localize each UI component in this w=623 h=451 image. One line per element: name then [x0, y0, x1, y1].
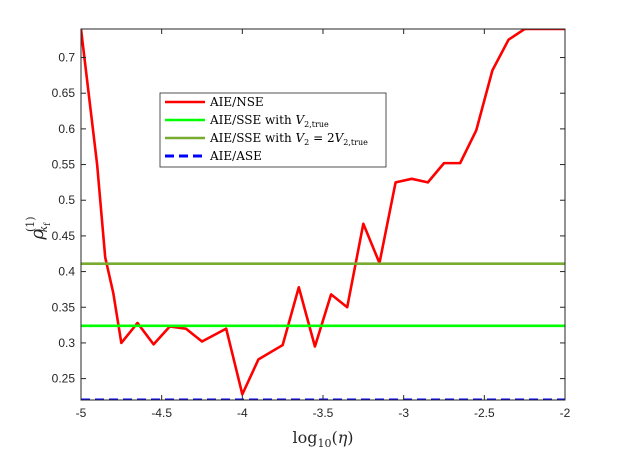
x-tick-label: -2.5 [474, 406, 495, 420]
y-tick-label: 0.65 [52, 86, 76, 100]
y-tick-label: 0.5 [58, 193, 75, 207]
y-tick-label: 0.35 [52, 300, 76, 314]
legend-label-4: AIE/ASE [209, 149, 262, 163]
x-axis: -5 -4.5 -4 -3.5 -3 -2.5 -2 [76, 29, 571, 420]
y-tick-label: 0.7 [58, 51, 75, 65]
legend-label-3: AIE/SSE with V2 = 2V2,true [209, 131, 368, 147]
legend: AIE/NSE AIE/SSE with V2,true AIE/SSE with … [159, 92, 387, 168]
y-tick-label: 0.25 [52, 372, 76, 386]
x-tick-label: -2 [560, 406, 571, 420]
x-axis-title: log10(η) [292, 428, 353, 450]
y-axis: 0.25 0.3 0.35 0.4 0.45 0.5 0.55 0.6 0.65 0.7 [52, 51, 565, 386]
plot-lines [81, 29, 565, 400]
y-tick-label: 0.6 [58, 122, 75, 136]
series-line-1 [81, 29, 565, 396]
x-tick-label: -3.5 [313, 406, 334, 420]
y-tick-label: 0.55 [52, 158, 76, 172]
legend-label-1: AIE/NSE [209, 95, 264, 109]
y-tick-label: 0.45 [52, 229, 76, 243]
x-tick-label: -3 [398, 406, 409, 420]
y-tick-label: 0.4 [58, 265, 75, 279]
x-tick-label: -4 [237, 406, 248, 420]
y-tick-label: 0.3 [58, 336, 75, 350]
x-tick-label: -4.5 [151, 406, 172, 420]
y-axis-title: ρ(1)kf [24, 216, 52, 240]
x-tick-label: -5 [76, 406, 87, 420]
legend-label-2: AIE/SSE with V2,true [209, 113, 329, 129]
